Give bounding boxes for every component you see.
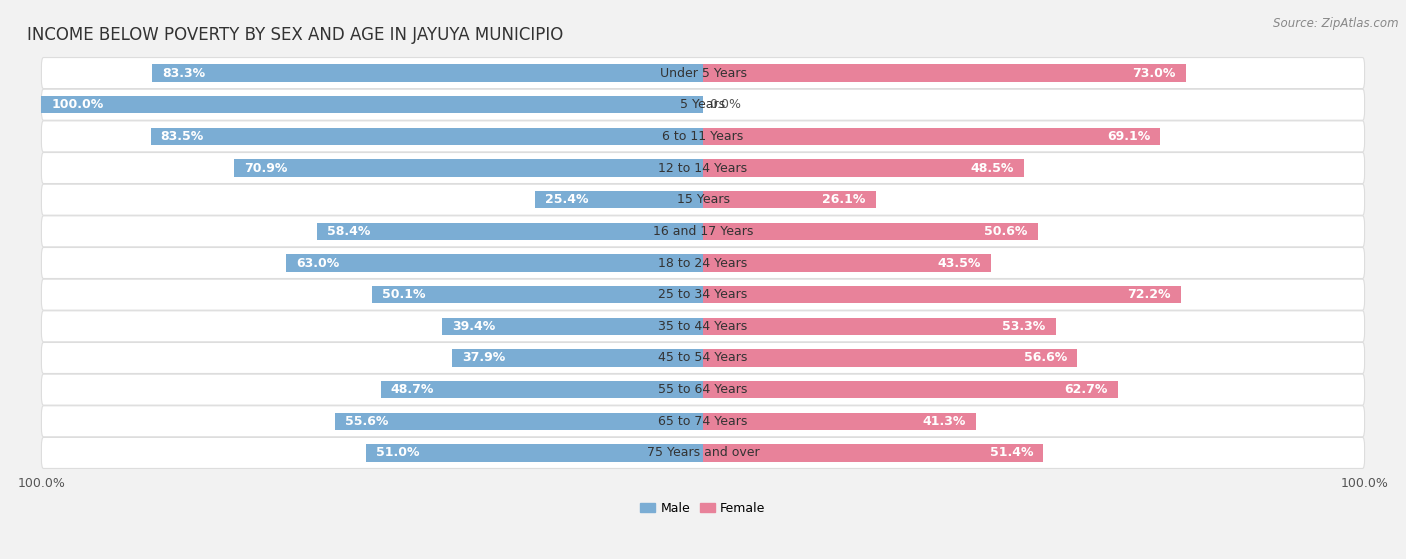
- Text: 45 to 54 Years: 45 to 54 Years: [658, 352, 748, 364]
- Text: 39.4%: 39.4%: [453, 320, 495, 333]
- Text: 75 Years and over: 75 Years and over: [647, 447, 759, 459]
- FancyBboxPatch shape: [41, 343, 1365, 373]
- Text: 55 to 64 Years: 55 to 64 Years: [658, 383, 748, 396]
- FancyBboxPatch shape: [41, 58, 1365, 88]
- Bar: [703, 254, 991, 272]
- Text: 35 to 44 Years: 35 to 44 Years: [658, 320, 748, 333]
- Bar: [366, 444, 703, 462]
- Text: 50.6%: 50.6%: [984, 225, 1028, 238]
- Text: 70.9%: 70.9%: [243, 162, 287, 174]
- Text: INCOME BELOW POVERTY BY SEX AND AGE IN JAYUYA MUNICIPIO: INCOME BELOW POVERTY BY SEX AND AGE IN J…: [27, 26, 564, 44]
- FancyBboxPatch shape: [41, 153, 1365, 183]
- Text: 53.3%: 53.3%: [1002, 320, 1046, 333]
- Text: 12 to 14 Years: 12 to 14 Years: [658, 162, 748, 174]
- Text: 25 to 34 Years: 25 to 34 Years: [658, 288, 748, 301]
- Text: 65 to 74 Years: 65 to 74 Years: [658, 415, 748, 428]
- Text: Under 5 Years: Under 5 Years: [659, 67, 747, 79]
- Text: 51.0%: 51.0%: [375, 447, 419, 459]
- Text: 6 to 11 Years: 6 to 11 Years: [662, 130, 744, 143]
- Text: 41.3%: 41.3%: [922, 415, 966, 428]
- Text: 15 Years: 15 Years: [676, 193, 730, 206]
- Text: 25.4%: 25.4%: [546, 193, 588, 206]
- Text: 48.7%: 48.7%: [391, 383, 434, 396]
- FancyBboxPatch shape: [41, 89, 1365, 120]
- FancyBboxPatch shape: [41, 374, 1365, 405]
- Text: 73.0%: 73.0%: [1133, 67, 1175, 79]
- Bar: [703, 349, 1077, 367]
- Text: 51.4%: 51.4%: [990, 447, 1033, 459]
- Bar: [335, 413, 703, 430]
- Bar: [703, 222, 1038, 240]
- Text: 100.0%: 100.0%: [52, 98, 104, 111]
- FancyBboxPatch shape: [41, 121, 1365, 152]
- Text: 5 Years: 5 Years: [681, 98, 725, 111]
- FancyBboxPatch shape: [41, 311, 1365, 342]
- Text: 26.1%: 26.1%: [823, 193, 866, 206]
- Bar: [150, 127, 703, 145]
- Bar: [703, 381, 1118, 399]
- Bar: [371, 286, 703, 304]
- Text: 63.0%: 63.0%: [297, 257, 339, 269]
- Bar: [703, 286, 1181, 304]
- Text: 37.9%: 37.9%: [463, 352, 506, 364]
- Text: 83.3%: 83.3%: [162, 67, 205, 79]
- Text: 56.6%: 56.6%: [1024, 352, 1067, 364]
- Legend: Male, Female: Male, Female: [636, 497, 770, 520]
- Text: 16 and 17 Years: 16 and 17 Years: [652, 225, 754, 238]
- Text: 62.7%: 62.7%: [1064, 383, 1108, 396]
- Bar: [703, 413, 976, 430]
- Bar: [152, 64, 703, 82]
- Bar: [233, 159, 703, 177]
- FancyBboxPatch shape: [41, 248, 1365, 278]
- Bar: [381, 381, 703, 399]
- Text: 72.2%: 72.2%: [1128, 288, 1171, 301]
- Text: Source: ZipAtlas.com: Source: ZipAtlas.com: [1274, 17, 1399, 30]
- FancyBboxPatch shape: [41, 438, 1365, 468]
- Text: 55.6%: 55.6%: [344, 415, 388, 428]
- FancyBboxPatch shape: [41, 279, 1365, 310]
- FancyBboxPatch shape: [41, 216, 1365, 247]
- Bar: [287, 254, 703, 272]
- Bar: [42, 96, 703, 113]
- Text: 48.5%: 48.5%: [970, 162, 1014, 174]
- Text: 69.1%: 69.1%: [1107, 130, 1150, 143]
- Bar: [316, 222, 703, 240]
- Text: 50.1%: 50.1%: [381, 288, 425, 301]
- FancyBboxPatch shape: [41, 184, 1365, 215]
- Text: 83.5%: 83.5%: [160, 130, 204, 143]
- Bar: [703, 444, 1043, 462]
- Text: 0.0%: 0.0%: [710, 98, 741, 111]
- Text: 43.5%: 43.5%: [938, 257, 981, 269]
- Bar: [534, 191, 703, 209]
- FancyBboxPatch shape: [41, 406, 1365, 437]
- Bar: [443, 318, 703, 335]
- Bar: [703, 127, 1160, 145]
- Text: 58.4%: 58.4%: [326, 225, 370, 238]
- Bar: [453, 349, 703, 367]
- Bar: [703, 64, 1185, 82]
- Text: 18 to 24 Years: 18 to 24 Years: [658, 257, 748, 269]
- Bar: [703, 191, 876, 209]
- Bar: [703, 318, 1056, 335]
- Bar: [703, 159, 1024, 177]
